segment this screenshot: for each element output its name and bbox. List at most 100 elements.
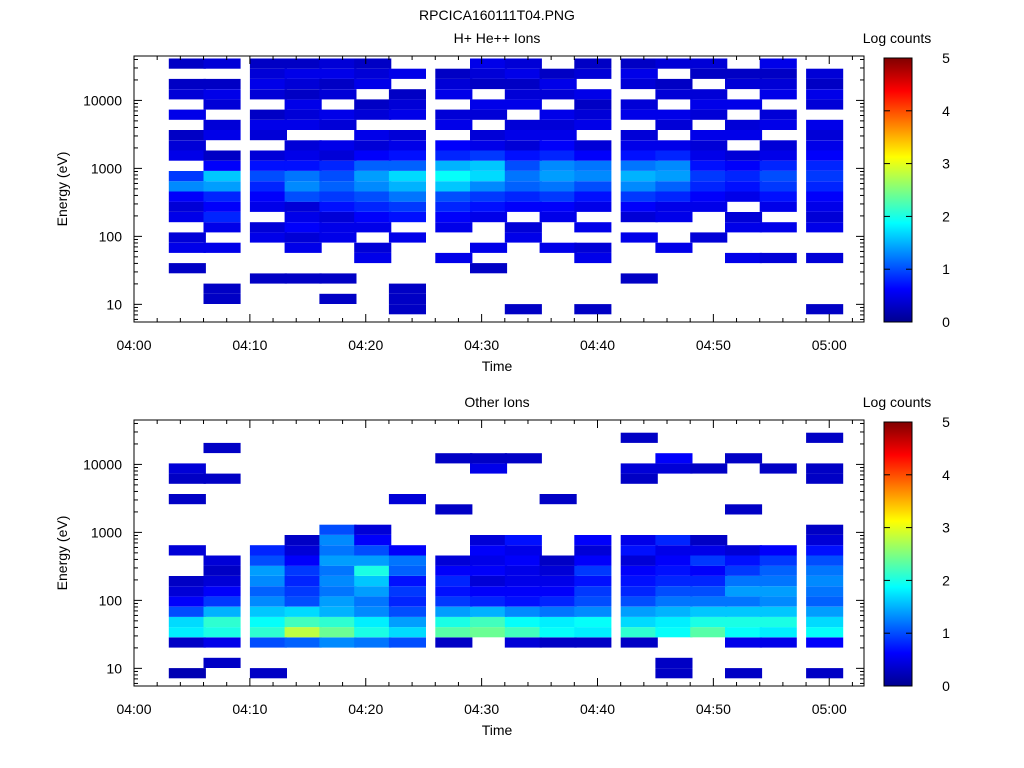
heatmap-cell xyxy=(655,576,693,587)
heatmap-cell xyxy=(470,463,508,474)
heatmap-cell xyxy=(203,616,241,628)
heatmap-cell xyxy=(319,232,357,243)
heatmap-cell xyxy=(806,606,844,617)
heatmap-cell xyxy=(725,668,763,679)
heatmap-cell xyxy=(435,171,473,182)
heatmap-cell xyxy=(249,232,287,243)
heatmap-cell xyxy=(284,222,322,233)
heatmap-cell xyxy=(168,637,206,648)
heatmap-cell xyxy=(249,201,287,212)
heatmap-cell xyxy=(725,181,763,192)
heatmap-cell xyxy=(203,222,241,233)
heatmap-cell xyxy=(655,119,693,130)
heatmap-cell xyxy=(539,171,577,182)
colorbar-tick-label: 5 xyxy=(942,414,950,430)
heatmap-cell xyxy=(504,616,542,628)
heatmap-cell xyxy=(574,596,612,607)
heatmap-cell xyxy=(388,586,426,597)
heatmap-cell xyxy=(203,627,241,638)
heatmap-cell xyxy=(504,576,542,587)
heatmap-cell xyxy=(388,140,426,151)
heatmap-cell xyxy=(504,191,542,202)
heatmap-cell xyxy=(284,555,322,566)
heatmap-cell xyxy=(470,160,508,171)
heatmap-cell xyxy=(388,304,426,315)
heatmap-cell xyxy=(574,171,612,182)
heatmap-cell xyxy=(249,119,287,130)
heatmap-cell xyxy=(504,586,542,597)
heatmap-cell xyxy=(574,58,612,69)
heatmap-cell xyxy=(504,596,542,607)
heatmap-cell xyxy=(203,171,241,182)
heatmap-cell xyxy=(574,201,612,212)
heatmap-cell xyxy=(725,453,763,464)
panel-bottom-colorbar-label: Log counts xyxy=(863,394,932,410)
heatmap-cell xyxy=(806,99,844,110)
heatmap-cell xyxy=(249,58,287,69)
heatmap-cell xyxy=(203,130,241,141)
heatmap-cell xyxy=(655,150,693,161)
heatmap-cell xyxy=(354,535,392,546)
colorbar-tick-label: 2 xyxy=(942,208,950,224)
heatmap-cell xyxy=(168,627,206,638)
heatmap-cell xyxy=(806,586,844,597)
heatmap-cell xyxy=(725,627,763,638)
heatmap-cell xyxy=(690,160,728,171)
heatmap-cell xyxy=(806,596,844,607)
heatmap-cell xyxy=(539,565,577,576)
heatmap-cell xyxy=(690,89,728,100)
heatmap-cell xyxy=(319,606,357,617)
heatmap-cell xyxy=(470,606,508,617)
heatmap-cell xyxy=(168,58,206,69)
heatmap-cell xyxy=(655,453,693,464)
heatmap-cell xyxy=(319,555,357,566)
heatmap-cell xyxy=(759,616,797,628)
heatmap-cell xyxy=(354,222,392,233)
heatmap-cell xyxy=(806,171,844,182)
heatmap-cell xyxy=(725,576,763,587)
heatmap-cell xyxy=(539,606,577,617)
heatmap-cell xyxy=(435,565,473,576)
colorbar-tick-label: 1 xyxy=(942,261,950,277)
heatmap-cell xyxy=(284,140,322,151)
heatmap-cell xyxy=(806,212,844,223)
colorbar-tick-label: 4 xyxy=(942,467,950,483)
heatmap-cell xyxy=(284,616,322,628)
heatmap-cell xyxy=(759,596,797,607)
heatmap-cell xyxy=(249,606,287,617)
x-tick-label: 05:00 xyxy=(812,701,847,717)
colorbar-tick-label: 2 xyxy=(942,572,950,588)
heatmap-cell xyxy=(203,555,241,566)
heatmap-cell xyxy=(574,109,612,120)
heatmap-cell xyxy=(759,586,797,597)
heatmap-cell xyxy=(319,222,357,233)
heatmap-cell xyxy=(725,606,763,617)
x-tick-label: 04:30 xyxy=(464,337,499,353)
heatmap-cell xyxy=(388,201,426,212)
heatmap-cell xyxy=(725,130,763,141)
heatmap-cell xyxy=(759,463,797,474)
heatmap-cell xyxy=(435,119,473,130)
heatmap-cell xyxy=(806,432,844,443)
heatmap-cell xyxy=(249,576,287,587)
heatmap-cell xyxy=(388,212,426,223)
heatmap-cell xyxy=(168,668,206,679)
heatmap-cell xyxy=(354,130,392,141)
heatmap-cell xyxy=(388,565,426,576)
heatmap-cell xyxy=(249,273,287,284)
heatmap-cell xyxy=(354,150,392,161)
heatmap-cell xyxy=(203,181,241,192)
heatmap-cell xyxy=(388,150,426,161)
heatmap-cell xyxy=(504,606,542,617)
heatmap-cell xyxy=(203,58,241,69)
heatmap-cell xyxy=(620,637,658,648)
x-tick-label: 05:00 xyxy=(812,337,847,353)
heatmap-cell xyxy=(574,576,612,587)
heatmap-cell xyxy=(284,58,322,69)
heatmap-cell xyxy=(470,586,508,597)
heatmap-cell xyxy=(725,78,763,90)
heatmap-cell xyxy=(249,668,287,679)
heatmap-cell xyxy=(806,565,844,576)
heatmap-cell xyxy=(806,130,844,141)
heatmap-cell xyxy=(284,576,322,587)
